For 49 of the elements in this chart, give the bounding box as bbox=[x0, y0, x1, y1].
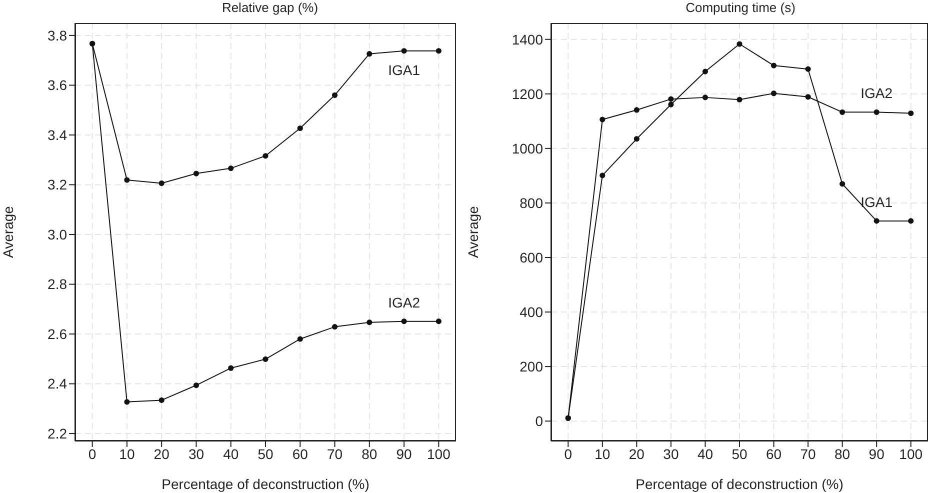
x-tick-label: 60 bbox=[766, 446, 782, 462]
chart-title: Relative gap (%) bbox=[220, 0, 320, 15]
y-tick-label: 1000 bbox=[512, 140, 544, 156]
x-tick-label: 100 bbox=[899, 446, 923, 462]
series-label: IGA1 bbox=[860, 194, 893, 210]
y-tick-label: 3.8 bbox=[48, 27, 68, 44]
x-tick-label: 40 bbox=[223, 446, 239, 462]
x-tick-label: 0 bbox=[88, 446, 96, 462]
y-tick-label: 3.2 bbox=[48, 176, 68, 193]
x-axis-title: Percentage of deconstruction (%) bbox=[636, 476, 844, 492]
y-tick-label: 600 bbox=[520, 249, 544, 266]
x-tick-label: 90 bbox=[868, 446, 885, 462]
y-tick-label: 2.4 bbox=[48, 376, 68, 392]
y-tick-label: 2.2 bbox=[48, 426, 68, 442]
x-tick-label: 10 bbox=[594, 446, 610, 462]
y-tick-label: 400 bbox=[520, 304, 544, 320]
x-tick-label: 90 bbox=[396, 446, 412, 462]
y-tick-label: 1400 bbox=[512, 31, 544, 48]
x-tick-label: 50 bbox=[258, 446, 274, 462]
y-axis-title: Average bbox=[464, 206, 481, 258]
x-tick-label: 0 bbox=[564, 446, 572, 462]
x-tick-label: 20 bbox=[154, 446, 170, 462]
y-axis-title: Average bbox=[0, 206, 16, 258]
y-tick-label: 0 bbox=[535, 413, 544, 430]
y-tick-label: 200 bbox=[520, 358, 544, 375]
x-tick-label: 70 bbox=[800, 446, 816, 462]
x-tick-label: 20 bbox=[628, 446, 645, 462]
series-label: IGA2 bbox=[860, 85, 893, 102]
y-tick-label: 3.0 bbox=[48, 226, 68, 242]
x-tick-label: 40 bbox=[697, 446, 714, 462]
x-tick-label: 70 bbox=[326, 446, 343, 462]
series-label: IGA2 bbox=[388, 294, 420, 310]
x-tick-label: 10 bbox=[119, 446, 135, 462]
series-label: IGA1 bbox=[388, 62, 420, 78]
y-tick-label: 2.6 bbox=[48, 326, 68, 342]
y-tick-label: 1200 bbox=[512, 86, 544, 102]
x-tick-label: 60 bbox=[292, 446, 308, 462]
y-tick-label: 800 bbox=[520, 194, 544, 211]
chart-title: Computing time (s) bbox=[684, 0, 796, 15]
x-axis-title: Percentage of deconstruction (%) bbox=[162, 476, 370, 492]
x-tick-label: 50 bbox=[732, 446, 748, 462]
x-tick-label: 30 bbox=[663, 446, 679, 462]
y-tick-label: 3.6 bbox=[48, 77, 68, 94]
x-tick-label: 80 bbox=[834, 446, 850, 462]
y-tick-label: 2.8 bbox=[48, 276, 68, 292]
x-tick-label: 30 bbox=[188, 446, 204, 462]
x-tick-label: 80 bbox=[362, 446, 378, 462]
y-tick-label: 3.4 bbox=[48, 126, 68, 143]
x-tick-label: 100 bbox=[427, 446, 451, 462]
